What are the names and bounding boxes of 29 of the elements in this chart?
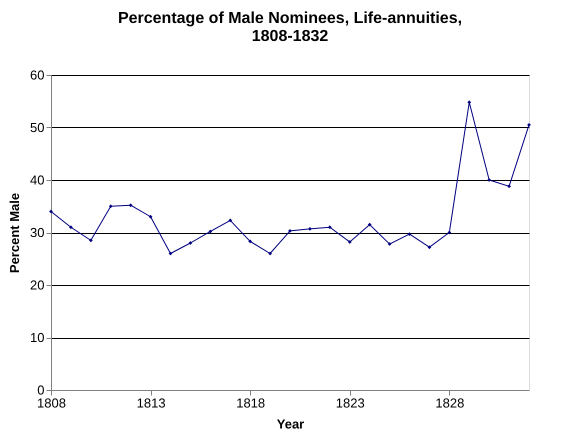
y-tick-label: 20 (30, 278, 44, 292)
point (308, 226, 312, 231)
point (69, 225, 73, 230)
y-tick-label: 10 (30, 330, 44, 345)
point (228, 218, 232, 222)
y-tick-label: 0 (37, 382, 44, 398)
x-tick-label: 1813 (136, 396, 166, 410)
point (208, 230, 212, 234)
y-tick-label: 50 (30, 120, 44, 135)
x-tick-label: 1808 (37, 396, 66, 410)
point (368, 222, 372, 226)
point (148, 214, 152, 219)
x-tick-label: 1823 (336, 396, 365, 410)
point (88, 238, 93, 242)
y-tick-label: 40 (30, 172, 44, 188)
point (507, 184, 511, 188)
point (248, 240, 252, 244)
point (447, 230, 452, 234)
x-axis-title: Year (276, 416, 304, 432)
x-tick-label: 1818 (236, 396, 266, 410)
y-axis-title: Percent Male (7, 192, 22, 274)
point (128, 203, 133, 208)
point (348, 240, 352, 244)
y-tick-label: 60 (30, 68, 44, 82)
point (428, 245, 432, 250)
x-tick-label: 1828 (435, 396, 464, 410)
y-tick-label: 30 (30, 225, 44, 240)
point (487, 178, 492, 182)
chart-title: Percentage of Male Nominees, Life-annuities, 1808-1832 (118, 10, 462, 45)
